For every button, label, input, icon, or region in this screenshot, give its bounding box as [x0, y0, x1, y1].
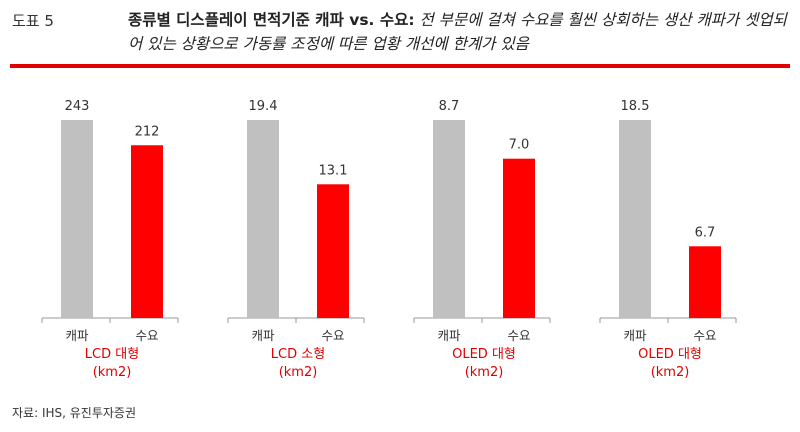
panel-3-group-label-1: OLED 대형: [452, 347, 516, 362]
panel-4-value-label-1: 18.5: [621, 99, 650, 114]
title-subtitle: 전 부문에 걸쳐 수요를 훨씬 상회하는 생산 캐파가 셋업되어 있는 상황으로…: [128, 11, 787, 53]
source-note: 자료: IHS, 유진투자증권: [12, 406, 136, 420]
bar-chart-panels: 243 캐파 212 수요 LCD 대형 (km2) 19.4 캐파 13.1 수요 LCD 소형 (…: [41, 99, 737, 380]
panel-2-bar-demand: [317, 184, 349, 318]
title-divider: [10, 64, 790, 68]
panel-1-category-label-1: 캐파: [65, 328, 89, 343]
panel-4-bar-demand: [689, 246, 721, 318]
panel-3-bar-demand: [503, 158, 535, 318]
figure-label: 도표 5: [12, 12, 54, 30]
panel-2-value-label-1: 19.4: [249, 99, 278, 114]
panel-4-group-label-1: OLED 대형: [638, 347, 702, 362]
title-main: 종류별 디스플레이 면적기준 캐파 vs. 수요:: [128, 11, 415, 29]
panel-1-bar-capa: [61, 120, 93, 318]
panel-2-bar-capa: [247, 120, 279, 318]
panel-3-value-label-2: 7.0: [509, 138, 530, 153]
panel-2-category-label-2: 수요: [321, 328, 344, 343]
panel-1-bar-demand: [131, 145, 163, 318]
panel-4-category-label-1: 캐파: [623, 328, 647, 343]
panel-3-category-label-1: 캐파: [437, 328, 461, 343]
panel-4-bar-capa: [619, 120, 651, 318]
chart-title: 종류별 디스플레이 면적기준 캐파 vs. 수요: 전 부문에 걸쳐 수요를 훨…: [128, 8, 788, 56]
panel-4-value-label-2: 6.7: [695, 225, 716, 240]
panel-1-group-label-1: LCD 대형: [85, 347, 139, 362]
panel-2-group-label-2: (km2): [279, 365, 318, 380]
panel-2-value-label-2: 13.1: [319, 163, 348, 178]
panel-3-category-label-2: 수요: [507, 328, 530, 343]
panel-1-value-label-2: 212: [135, 124, 160, 139]
panel-3-group-label-2: (km2): [465, 365, 504, 380]
panel-4-group-label-2: (km2): [651, 365, 690, 380]
panel-1-value-label-1: 243: [65, 99, 90, 114]
panel-1-group-label-2: (km2): [93, 365, 132, 380]
panel-2-group-label-1: LCD 소형: [271, 347, 325, 362]
panel-2-category-label-1: 캐파: [251, 328, 275, 343]
panel-1-category-label-2: 수요: [135, 328, 158, 343]
panel-3-bar-capa: [433, 120, 465, 318]
panel-4-category-label-2: 수요: [693, 328, 716, 343]
panel-3-value-label-1: 8.7: [439, 99, 460, 114]
